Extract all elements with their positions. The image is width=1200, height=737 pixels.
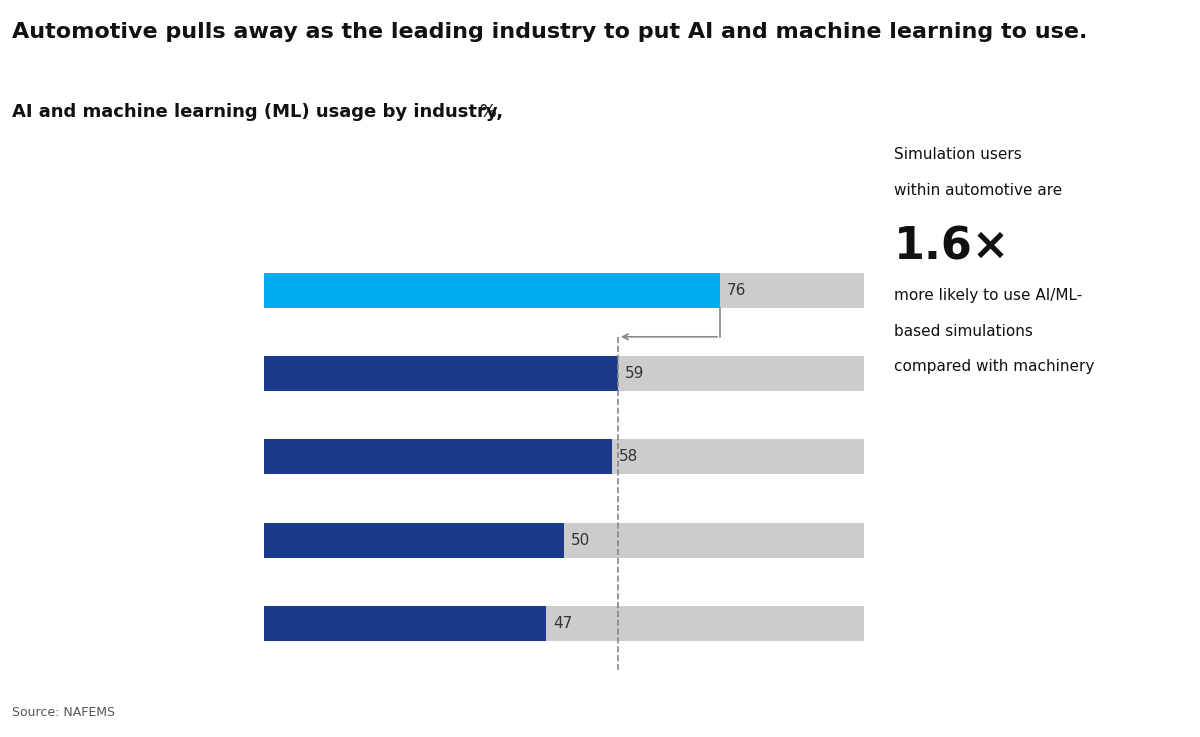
Text: more likely to use AI/ML-: more likely to use AI/ML-	[894, 288, 1082, 303]
Text: based simulations: based simulations	[894, 324, 1033, 338]
Text: AI and machine learning (ML) usage by industry,: AI and machine learning (ML) usage by in…	[12, 103, 503, 121]
Text: Simulation users: Simulation users	[894, 147, 1021, 162]
Bar	[264, 607, 546, 641]
Bar	[264, 356, 618, 391]
Bar	[264, 273, 720, 307]
Text: 1.6×: 1.6×	[894, 226, 1010, 268]
Text: within automotive are: within automotive are	[894, 183, 1062, 198]
Text: 47: 47	[553, 616, 572, 632]
Bar	[264, 439, 612, 475]
Text: compared with machinery: compared with machinery	[894, 359, 1094, 374]
Bar	[264, 607, 864, 641]
Text: 76: 76	[727, 282, 746, 298]
Bar	[264, 523, 864, 558]
Text: 59: 59	[625, 366, 644, 381]
Text: 50: 50	[571, 533, 590, 548]
Bar	[264, 273, 864, 307]
Text: %: %	[474, 103, 497, 121]
Text: 58: 58	[619, 450, 638, 464]
Text: AI and machine learning (ML) usage by industry, %: AI and machine learning (ML) usage by in…	[12, 103, 473, 121]
Bar	[264, 523, 564, 558]
Text: Source: NAFEMS: Source: NAFEMS	[12, 705, 115, 719]
Bar	[264, 439, 864, 475]
Bar	[264, 356, 864, 391]
Text: Automotive pulls away as the leading industry to put AI and machine learning to : Automotive pulls away as the leading ind…	[12, 22, 1087, 42]
